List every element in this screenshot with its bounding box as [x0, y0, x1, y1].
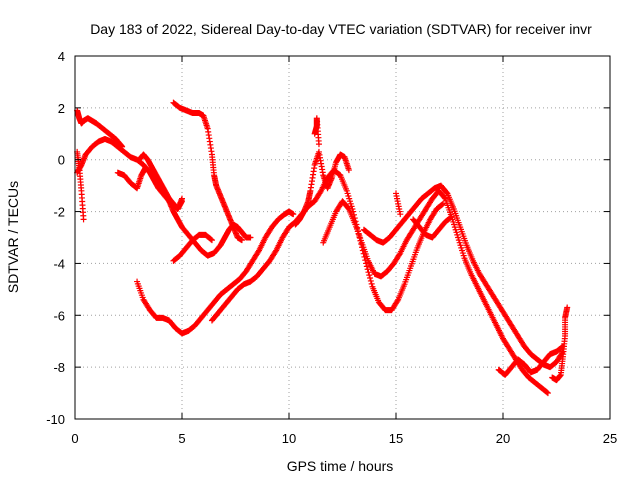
series-t12: [360, 182, 566, 371]
data-point: [368, 280, 375, 287]
series-t11: [320, 187, 551, 397]
plot-frame: [74, 55, 611, 420]
x-axis-ticks: 0 5 10 15 20 25: [71, 56, 617, 446]
data-point: [559, 349, 566, 356]
data-point: [564, 304, 571, 311]
data-point: [350, 208, 357, 215]
data-point: [544, 389, 551, 396]
y-tick-label: 4: [58, 49, 65, 64]
x-tick-label: 5: [178, 431, 185, 446]
series-t15: [549, 304, 571, 384]
x-tick-label: 0: [71, 431, 78, 446]
series-t10: [292, 148, 352, 228]
data-point: [367, 275, 374, 282]
data-point: [238, 237, 245, 244]
y-tick-label: -4: [53, 256, 65, 271]
y-axis-ticks: -10 -8 -6 -4 -2 0 2 4: [46, 49, 610, 427]
x-tick-label: 10: [282, 431, 296, 446]
grid: [75, 56, 610, 419]
y-tick-label: -10: [46, 412, 65, 427]
series-t2: [74, 107, 126, 150]
data-point: [440, 200, 447, 207]
data-point: [366, 272, 373, 279]
series-t7: [170, 99, 245, 244]
data-point: [247, 234, 254, 241]
y-tick-label: -8: [53, 360, 65, 375]
data-point: [290, 211, 297, 218]
x-tick-label: 20: [496, 431, 510, 446]
series-t16: [393, 190, 404, 218]
y-tick-label: -2: [53, 205, 65, 220]
data-point: [365, 269, 372, 276]
x-tick-label: 15: [389, 431, 403, 446]
y-tick-label: -6: [53, 308, 65, 323]
chart-title: Day 183 of 2022, Sidereal Day-to-day VTE…: [90, 21, 592, 37]
y-tick-label: 0: [58, 153, 65, 168]
data-point: [367, 277, 374, 284]
data-points: [74, 99, 571, 397]
y-tick-label: 2: [58, 101, 65, 116]
series-t13: [410, 213, 455, 241]
series-t5: [136, 151, 185, 212]
series-t1: [74, 135, 254, 259]
data-point: [208, 237, 215, 244]
series-t8: [170, 231, 215, 264]
data-point: [448, 213, 455, 220]
series-t14: [495, 343, 566, 378]
x-axis-label: GPS time / hours: [287, 458, 394, 474]
data-point: [208, 236, 215, 243]
data-point: [394, 298, 401, 305]
x-tick-label: 25: [603, 431, 617, 446]
data-point: [315, 141, 322, 148]
series-t3: [74, 148, 87, 223]
data-point: [80, 216, 87, 223]
data-point: [544, 390, 551, 397]
y-axis-label: SDTVAR / TECUs: [5, 181, 21, 293]
data-point: [397, 211, 404, 218]
data-point: [439, 201, 446, 208]
data-point: [345, 167, 352, 174]
series-t17: [311, 115, 322, 148]
data-point: [179, 198, 185, 205]
data-point: [119, 143, 126, 150]
data-point: [447, 214, 454, 221]
series-t6: [134, 208, 297, 337]
